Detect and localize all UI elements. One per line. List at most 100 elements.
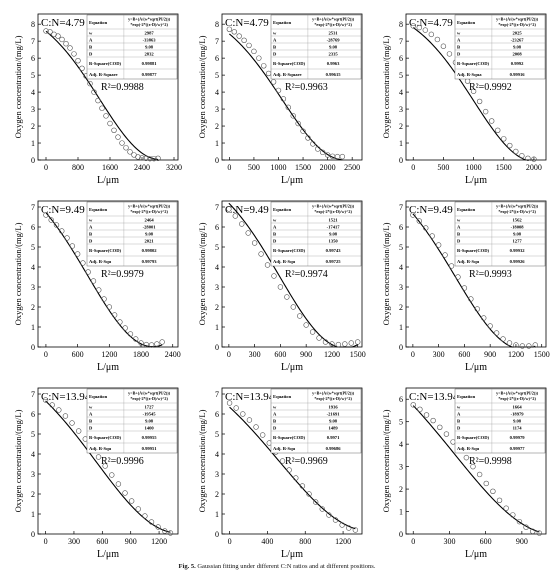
y-axis-label: Oxygen concentration/(mg/L) [197,409,207,512]
data-point [455,274,461,280]
stats-value: 1350 [329,239,339,244]
x-tick-label: 900 [125,537,137,546]
y-tick-label: 2 [31,490,35,499]
stats-key: Equation [89,394,108,399]
stats-value: 1400 [145,426,155,431]
data-point [240,411,246,417]
x-tick-label: 1000 [466,163,482,172]
x-tick-label: 600 [458,350,470,359]
y-tick-label: 2 [399,485,403,494]
data-point [286,467,292,473]
data-point [135,154,141,160]
data-point [483,480,489,487]
stats-key: Adj. R-Squ [457,259,480,264]
data-point [64,235,70,241]
data-point [526,343,532,349]
stats-key: w [273,218,277,223]
data-point [79,65,85,72]
stats-value: 0.99951 [142,446,158,451]
stats-value: 2335 [329,52,339,57]
y-tick-label: 2 [215,303,219,312]
y-tick-label: 4 [399,440,403,449]
x-tick-label: 3200 [166,163,182,172]
data-point [67,45,73,51]
y-tick-label: 2 [215,122,219,131]
y-tick-label: 1 [399,508,403,517]
x-tick-label: 1500 [534,350,550,359]
data-point [470,463,476,470]
data-point [428,31,435,38]
data-point [87,80,93,87]
data-point [507,142,513,149]
x-axis-label: L/μm [465,362,487,373]
y-tick-label: 4 [31,450,35,459]
stats-key: D [273,239,277,244]
stats-table [270,388,362,454]
data-point [536,530,543,536]
data-point [271,273,277,279]
data-point [43,212,49,218]
r-squared-label: R²=0.9979 [101,269,144,280]
data-point [259,432,266,438]
data-point [481,315,487,321]
data-point [513,342,519,348]
stats-value: 1562 [513,218,523,223]
x-tick-label: 1500 [350,350,366,359]
data-point [334,153,341,160]
data-point [226,400,233,406]
data-point [162,528,168,534]
data-point [496,497,503,504]
stats-key: Equation [273,394,292,399]
data-point [297,313,303,319]
data-point [326,512,332,518]
x-axis-label: L/μm [97,362,119,373]
data-point [95,454,102,460]
data-point [510,512,516,518]
data-point [90,278,97,284]
x-tick-label: 500 [248,163,260,172]
r-squared-label: R²=0.9969 [285,456,328,467]
x-tick-label: 0 [411,163,415,172]
y-tick-label: 7 [399,203,403,212]
stats-key: w [89,405,93,410]
stats-key: Adj. R-Squ [457,446,480,451]
y-tick-label: 7 [215,390,219,399]
data-point [474,306,480,312]
y-tick-label: 5 [31,430,35,439]
stats-value: -21691 [327,412,341,417]
stats-value: 0.99877 [142,72,158,77]
stats-key: A [89,412,93,417]
y-tick-label: 3 [31,283,35,292]
data-point [346,525,352,531]
y-tick-label: 5 [215,71,219,80]
stats-value: 0.99802 [142,248,158,253]
stats-key: Equation [457,207,476,212]
stats-equation: *exp(-2*((x-D)/w)^2) [130,209,168,214]
stats-table [86,388,178,454]
data-point [437,424,443,431]
x-tick-label: 1500 [295,163,311,172]
chart-panel-7: 0 1 2 3 4 5 6 7 0 300 600 900 1200 L/μm Oxygen concent… [13,387,179,560]
data-point [95,97,101,104]
data-point [339,522,345,528]
stats-key: A [273,38,277,43]
stats-value: 9.08 [513,45,522,50]
data-point [516,518,523,525]
data-point [155,524,161,530]
stats-key: w [273,405,277,410]
data-point [246,417,253,423]
data-point [101,296,107,302]
stats-value: 9.08 [329,232,338,237]
data-point [339,153,346,160]
x-tick-label: 300 [68,537,80,546]
y-tick-label: 8 [31,20,35,29]
stats-value: 0.99686 [326,446,342,451]
y-tick-label: 4 [215,450,219,459]
stats-table [454,388,546,454]
stats-key: w [457,405,461,410]
data-point [423,225,429,231]
x-tick-label: 900 [516,537,528,546]
data-point [495,127,501,133]
data-point [133,336,139,342]
x-tick-label: 300 [433,350,445,359]
